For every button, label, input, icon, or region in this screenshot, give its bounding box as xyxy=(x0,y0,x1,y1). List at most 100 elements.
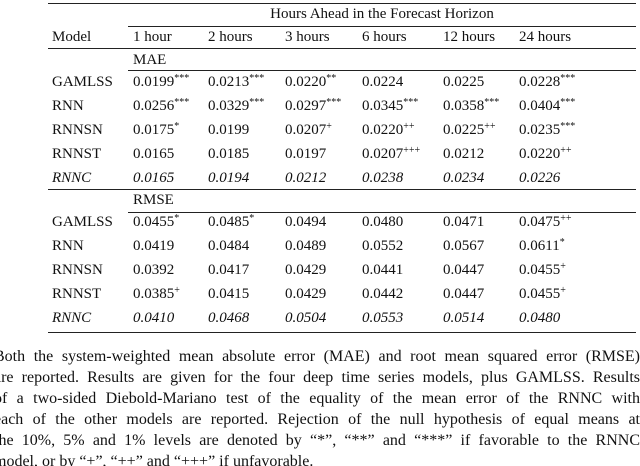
cell: 0.0514 xyxy=(443,308,484,328)
significance: * xyxy=(249,213,255,224)
column-header: 2 hours xyxy=(208,29,253,45)
cell: 0.0552 xyxy=(362,236,403,256)
cell-value: 0.0185 xyxy=(208,146,250,162)
cell: 0.0567 xyxy=(443,236,484,256)
column-header: 1 hour xyxy=(133,29,172,45)
cell: 0.0447 xyxy=(443,260,484,280)
cell: 0.0175* xyxy=(133,120,179,140)
significance: *** xyxy=(326,97,342,108)
cell-value: 0.0213 xyxy=(208,74,250,90)
cell: 0.0480 xyxy=(519,308,560,328)
cell-value: 0.0207 xyxy=(285,122,327,138)
cell-value: 0.0429 xyxy=(285,286,327,302)
significance: *** xyxy=(174,73,190,84)
cell-value: 0.0199 xyxy=(208,122,250,138)
significance: *** xyxy=(484,97,500,108)
cell-value: 0.0385 xyxy=(133,286,175,302)
cell-value: 0.0194 xyxy=(208,170,250,186)
spanner: Hours Ahead in the Forecast Horizon xyxy=(270,6,494,22)
column-header: 12 hours xyxy=(443,29,496,45)
cell: 0.0212 xyxy=(285,168,326,188)
column-header: 24 hours xyxy=(519,29,572,45)
significance: *** xyxy=(174,97,190,108)
cell-value: 0.0212 xyxy=(285,170,327,186)
cell-value: 0.0224 xyxy=(362,74,404,90)
cell-value: 0.0455 xyxy=(519,286,561,302)
cell-value: 0.0471 xyxy=(443,214,485,230)
cell: 0.0345*** xyxy=(362,96,418,116)
cell: 0.0392 xyxy=(133,260,174,280)
significance: * xyxy=(174,121,180,132)
significance: *** xyxy=(249,73,265,84)
significance: + xyxy=(560,285,566,296)
cell: 0.0212 xyxy=(443,144,484,164)
significance: ++ xyxy=(560,213,572,224)
cell-value: 0.0442 xyxy=(362,286,404,302)
cell: 0.0489 xyxy=(285,236,326,256)
cell: 0.0494 xyxy=(285,212,326,232)
cell: 0.0297*** xyxy=(285,96,341,116)
cell: 0.0228*** xyxy=(519,72,575,92)
cell-value: 0.0567 xyxy=(443,238,485,254)
cell-value: 0.0455 xyxy=(133,214,175,230)
cell: 0.0225 xyxy=(443,72,484,92)
column-header: 6 hours xyxy=(362,29,407,45)
cell: 0.0225++ xyxy=(443,120,496,140)
cell: 0.0197 xyxy=(285,144,326,164)
cell-value: 0.0165 xyxy=(133,146,175,162)
cell: 0.0441 xyxy=(362,260,403,280)
rule xyxy=(128,26,636,27)
cell-value: 0.0494 xyxy=(285,214,327,230)
cell-value: 0.0238 xyxy=(362,170,404,186)
cell: 0.0185 xyxy=(208,144,249,164)
row-label: RNNST xyxy=(52,146,102,162)
cell: 0.0415 xyxy=(208,284,249,304)
caption-line: of a two-sided Diebold-Mariano test of t… xyxy=(0,390,640,407)
top-rule xyxy=(48,3,636,4)
cell-value: 0.0220 xyxy=(285,74,327,90)
column-header: Model xyxy=(52,29,92,45)
cell-value: 0.0392 xyxy=(133,262,175,278)
cell: 0.0442 xyxy=(362,284,403,304)
significance: *** xyxy=(560,121,576,132)
significance: * xyxy=(559,237,565,248)
row-label: RNN xyxy=(52,238,84,254)
column-header: 3 hours xyxy=(285,29,330,45)
cell-value: 0.0475 xyxy=(519,214,561,230)
cell: 0.0475++ xyxy=(519,212,572,232)
caption-line: each of the other models are reported. R… xyxy=(0,411,640,428)
cell: 0.0417 xyxy=(208,260,249,280)
cell: 0.0504 xyxy=(285,308,326,328)
cell-value: 0.0447 xyxy=(443,262,485,278)
cell-value: 0.0417 xyxy=(208,262,250,278)
cell-value: 0.0256 xyxy=(133,98,175,114)
cell-value: 0.0429 xyxy=(285,262,327,278)
cell-value: 0.0212 xyxy=(443,146,485,162)
cell-value: 0.0329 xyxy=(208,98,250,114)
cell-value: 0.0228 xyxy=(519,74,561,90)
panel-label: RMSE xyxy=(133,192,174,208)
cell-value: 0.0226 xyxy=(519,170,561,186)
row-label: RNN xyxy=(52,98,84,114)
significance: ** xyxy=(326,73,337,84)
cell-value: 0.0410 xyxy=(133,310,175,326)
cell: 0.0455+ xyxy=(519,260,566,280)
cell: 0.0165 xyxy=(133,168,174,188)
significance: + xyxy=(326,121,332,132)
cell-value: 0.0552 xyxy=(362,238,404,254)
cell: 0.0199*** xyxy=(133,72,189,92)
row-label: RNNSN xyxy=(52,262,103,278)
cell-value: 0.0447 xyxy=(443,286,485,302)
cell: 0.0468 xyxy=(208,308,249,328)
cell-value: 0.0489 xyxy=(285,238,327,254)
rule xyxy=(48,48,636,49)
significance: *** xyxy=(560,73,576,84)
cell-value: 0.0504 xyxy=(285,310,327,326)
row-label: RNNST xyxy=(52,286,102,302)
cell-value: 0.0441 xyxy=(362,262,404,278)
significance: *** xyxy=(560,97,576,108)
cell: 0.0238 xyxy=(362,168,403,188)
cell-value: 0.0297 xyxy=(285,98,327,114)
cell-value: 0.0207 xyxy=(362,146,404,162)
